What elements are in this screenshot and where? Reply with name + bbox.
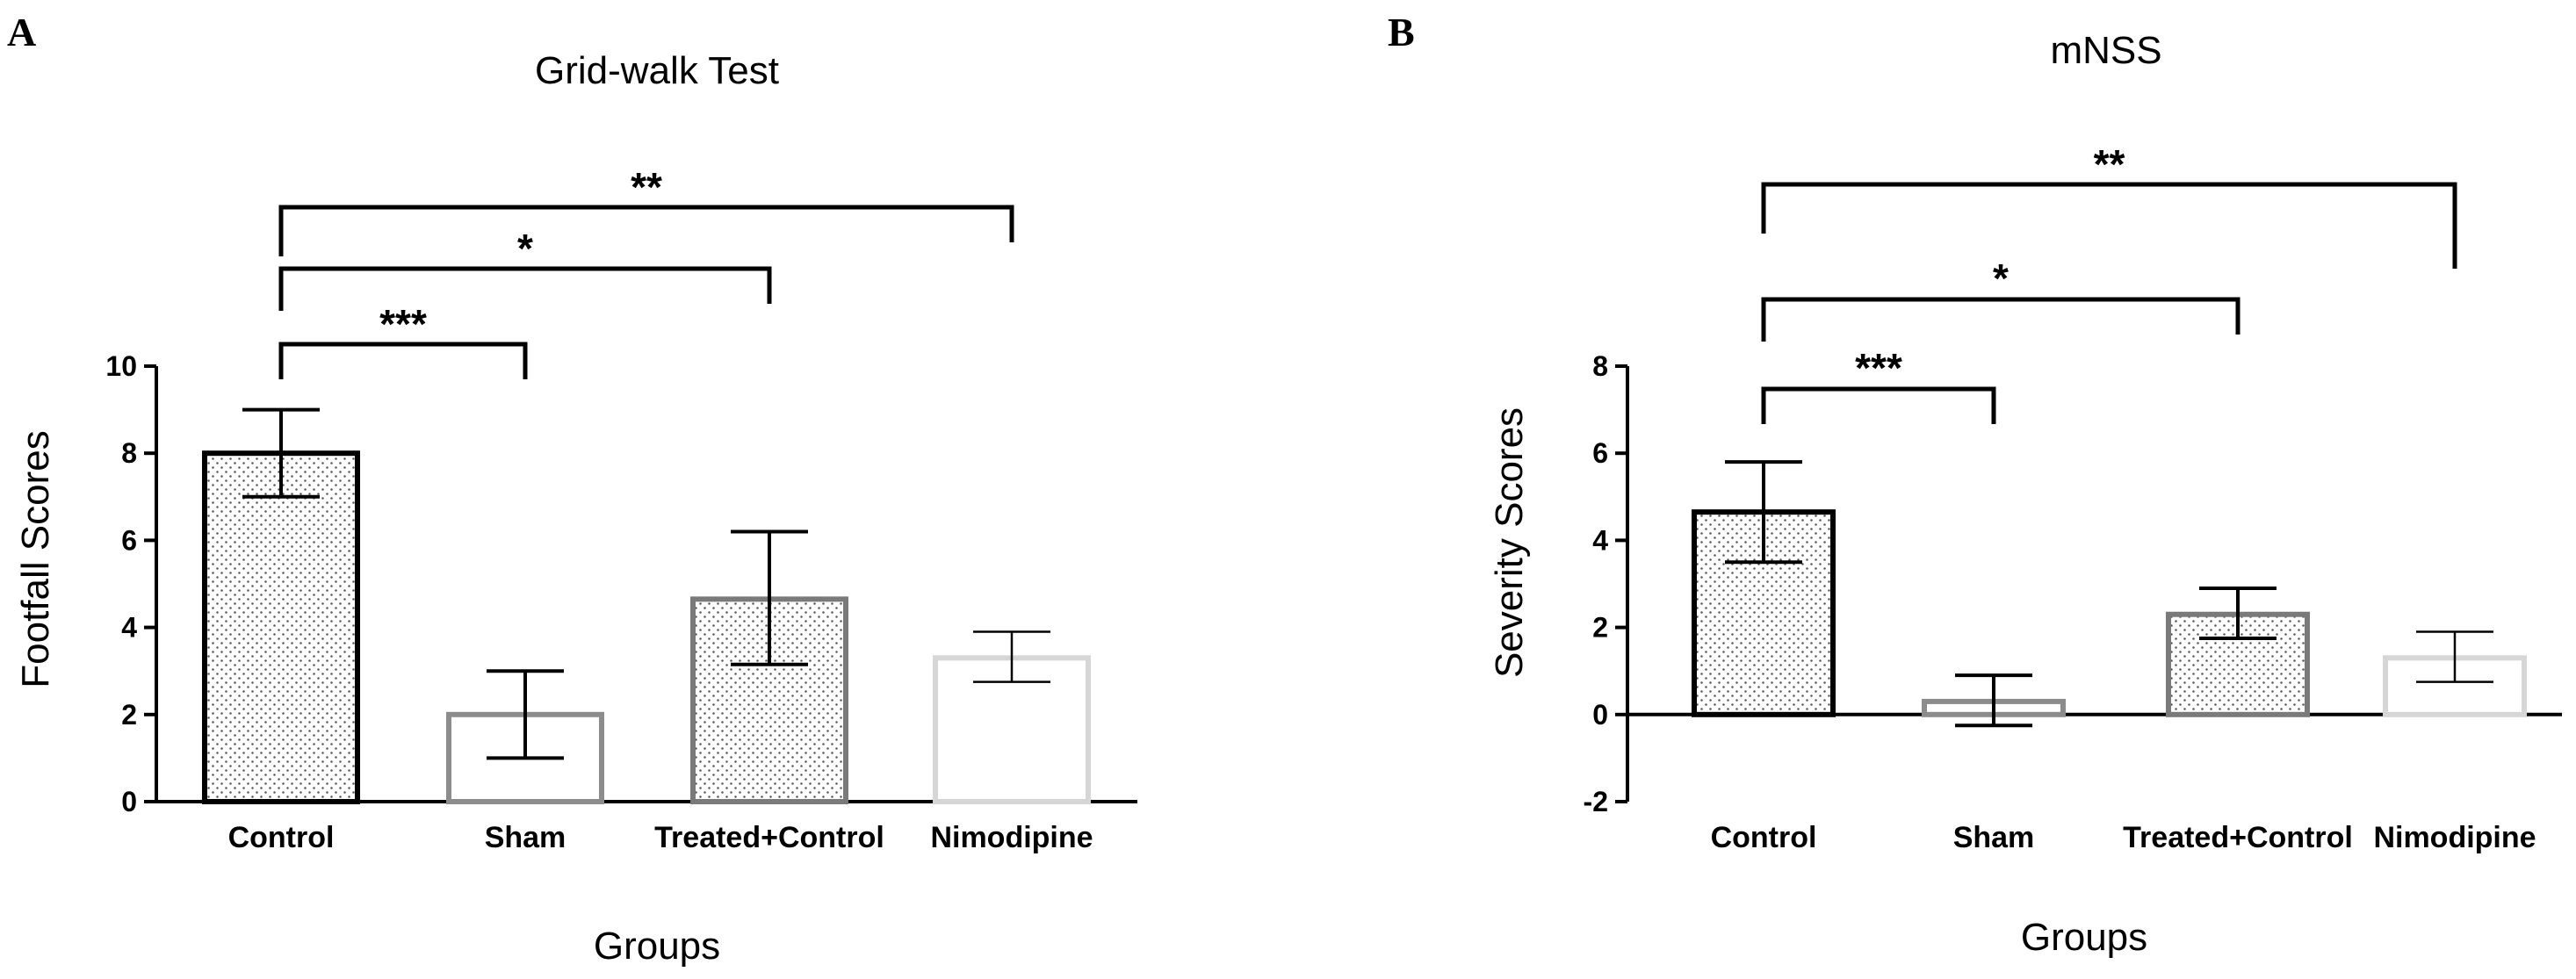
significance-label: **	[631, 164, 662, 210]
y-tick-label: 4	[121, 612, 137, 644]
significance-label: *	[1993, 256, 2009, 301]
panel-a-x-axis-title: Groups	[594, 925, 720, 968]
y-tick-label: 4	[1592, 524, 1608, 556]
y-tick-label: 2	[1592, 612, 1608, 644]
y-tick-label: 6	[121, 524, 137, 556]
significance-label: ***	[1855, 345, 1902, 391]
panel-a-title: Grid-walk Test	[535, 49, 779, 92]
x-tick-label: Control	[1711, 821, 1817, 854]
panel-a-plot: 0 2 4 6 8 10 Control Sham Treated+Control Nimodip…	[105, 164, 1137, 854]
y-tick-label: 8	[1592, 350, 1608, 382]
x-tick-label: Treated+Control	[2123, 821, 2353, 854]
panel-b-y-axis-title: Severity Scores	[1488, 407, 1531, 678]
panel-b-plot: -2 0 2 4 6 8 Control Sham Treated+Control Nimodip…	[1584, 141, 2562, 854]
y-tick-label: -2	[1584, 786, 1608, 817]
x-tick-label: Control	[228, 821, 335, 854]
significance-label: ***	[379, 301, 427, 347]
bar-control	[202, 450, 360, 804]
panel-b: B mNSS Severity Scores Groups -2 0 2 4 6 8 Con…	[1388, 10, 2562, 959]
panel-b-x-axis-title: Groups	[2021, 916, 2147, 959]
x-tick-label: Sham	[485, 821, 566, 854]
significance-bracket	[1761, 297, 2240, 342]
x-tick-label: Treated+Control	[654, 821, 884, 854]
significance-bracket	[278, 342, 528, 379]
significance-bracket	[278, 266, 772, 311]
y-tick-label: 0	[121, 786, 137, 817]
significance-label: *	[517, 226, 533, 271]
x-tick-label: Nimodipine	[2373, 821, 2536, 854]
significance-label: **	[2094, 141, 2125, 187]
panel-b-letter: B	[1388, 10, 1415, 54]
y-tick-label: 6	[1592, 437, 1608, 469]
y-tick-label: 8	[121, 437, 137, 469]
panel-b-title: mNSS	[2050, 29, 2161, 72]
significance-bracket	[1761, 182, 2457, 269]
panel-a-y-axis-title: Footfall Scores	[14, 430, 57, 687]
y-tick-label: 0	[1592, 699, 1608, 731]
x-tick-label: Sham	[1953, 821, 2035, 854]
panel-a-letter: A	[7, 10, 36, 54]
y-tick-label: 2	[121, 699, 137, 731]
y-tick-label: 10	[105, 350, 137, 382]
x-tick-label: Nimodipine	[930, 821, 1093, 854]
significance-bracket	[278, 205, 1014, 256]
panel-a: A Grid-walk Test Footfall Scores Groups …	[7, 10, 1137, 968]
significance-bracket	[1761, 386, 1996, 424]
